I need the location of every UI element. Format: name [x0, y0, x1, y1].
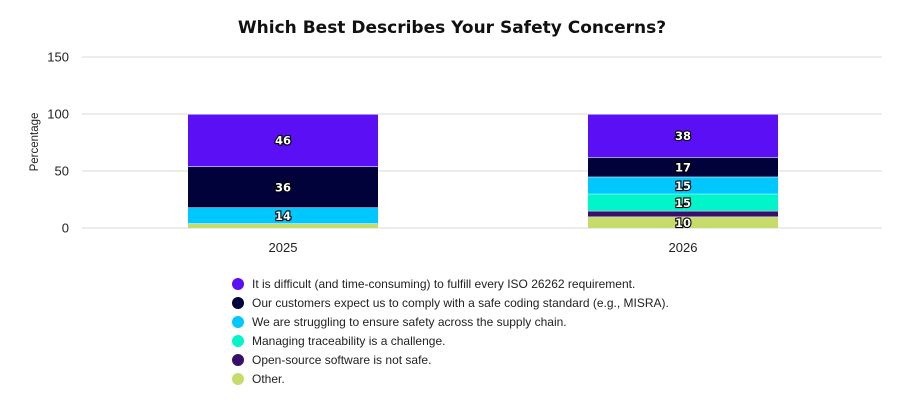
bar-segment	[188, 223, 378, 228]
legend-swatch	[232, 372, 244, 385]
data-label: 38	[675, 129, 691, 143]
legend-item: We are struggling to ensure safety acros…	[232, 312, 669, 331]
legend-swatch	[232, 353, 244, 366]
data-label: 36	[275, 180, 291, 194]
data-label: 17	[675, 161, 691, 175]
bar-segment	[588, 210, 778, 217]
legend: It is difficult (and time-consuming) to …	[232, 274, 669, 388]
bar-segment	[588, 193, 778, 211]
bar-segment	[188, 207, 378, 224]
bar-segment	[188, 114, 378, 167]
data-label: 15	[675, 179, 691, 193]
legend-swatch	[232, 334, 244, 347]
y-axis-ticks: 0 50 100 150	[47, 50, 69, 236]
bar-segment	[588, 114, 778, 158]
legend-label: Managing traceability is a challenge.	[252, 333, 446, 348]
legend-label: We are struggling to ensure safety acros…	[252, 314, 567, 329]
data-label: 14	[275, 209, 291, 223]
x-axis-ticks: 2025 2026	[269, 240, 698, 255]
y-tick-label: 50	[55, 164, 69, 179]
x-tick-label: 2026	[669, 240, 698, 255]
chart-title: Which Best Describes Your Safety Concern…	[238, 18, 666, 38]
legend-label: Other.	[252, 371, 285, 386]
data-label: 10	[675, 216, 691, 230]
segment-labels: 14 36 46 10 15 15 17 38	[274, 128, 692, 231]
legend-label: It is difficult (and time-consuming) to …	[252, 276, 636, 291]
legend-swatch	[232, 315, 244, 328]
legend-item: It is difficult (and time-consuming) to …	[232, 274, 669, 293]
legend-item: Managing traceability is a challenge.	[232, 331, 669, 350]
bar-segment	[588, 157, 778, 177]
bar-segment	[588, 176, 778, 194]
legend-label: Open-source software is not safe.	[252, 352, 432, 367]
legend-swatch	[232, 296, 244, 309]
bar-segment	[588, 216, 778, 228]
legend-swatch	[232, 277, 244, 290]
y-tick-label: 150	[47, 50, 69, 65]
bar-segment	[188, 166, 378, 208]
legend-item: Open-source software is not safe.	[232, 350, 669, 369]
x-tick-label: 2025	[269, 240, 298, 255]
bars	[188, 113, 778, 228]
y-axis-label: Percentage	[29, 113, 41, 172]
y-tick-label: 0	[62, 221, 69, 236]
legend-item: Other.	[232, 369, 669, 388]
stacked-bar-chart: Which Best Describes Your Safety Concern…	[29, 18, 882, 255]
data-label: 46	[275, 134, 291, 148]
legend-label: Our customers expect us to comply with a…	[252, 295, 669, 310]
legend-item: Our customers expect us to comply with a…	[232, 293, 669, 312]
y-tick-label: 100	[47, 107, 69, 122]
data-label: 15	[675, 196, 691, 210]
